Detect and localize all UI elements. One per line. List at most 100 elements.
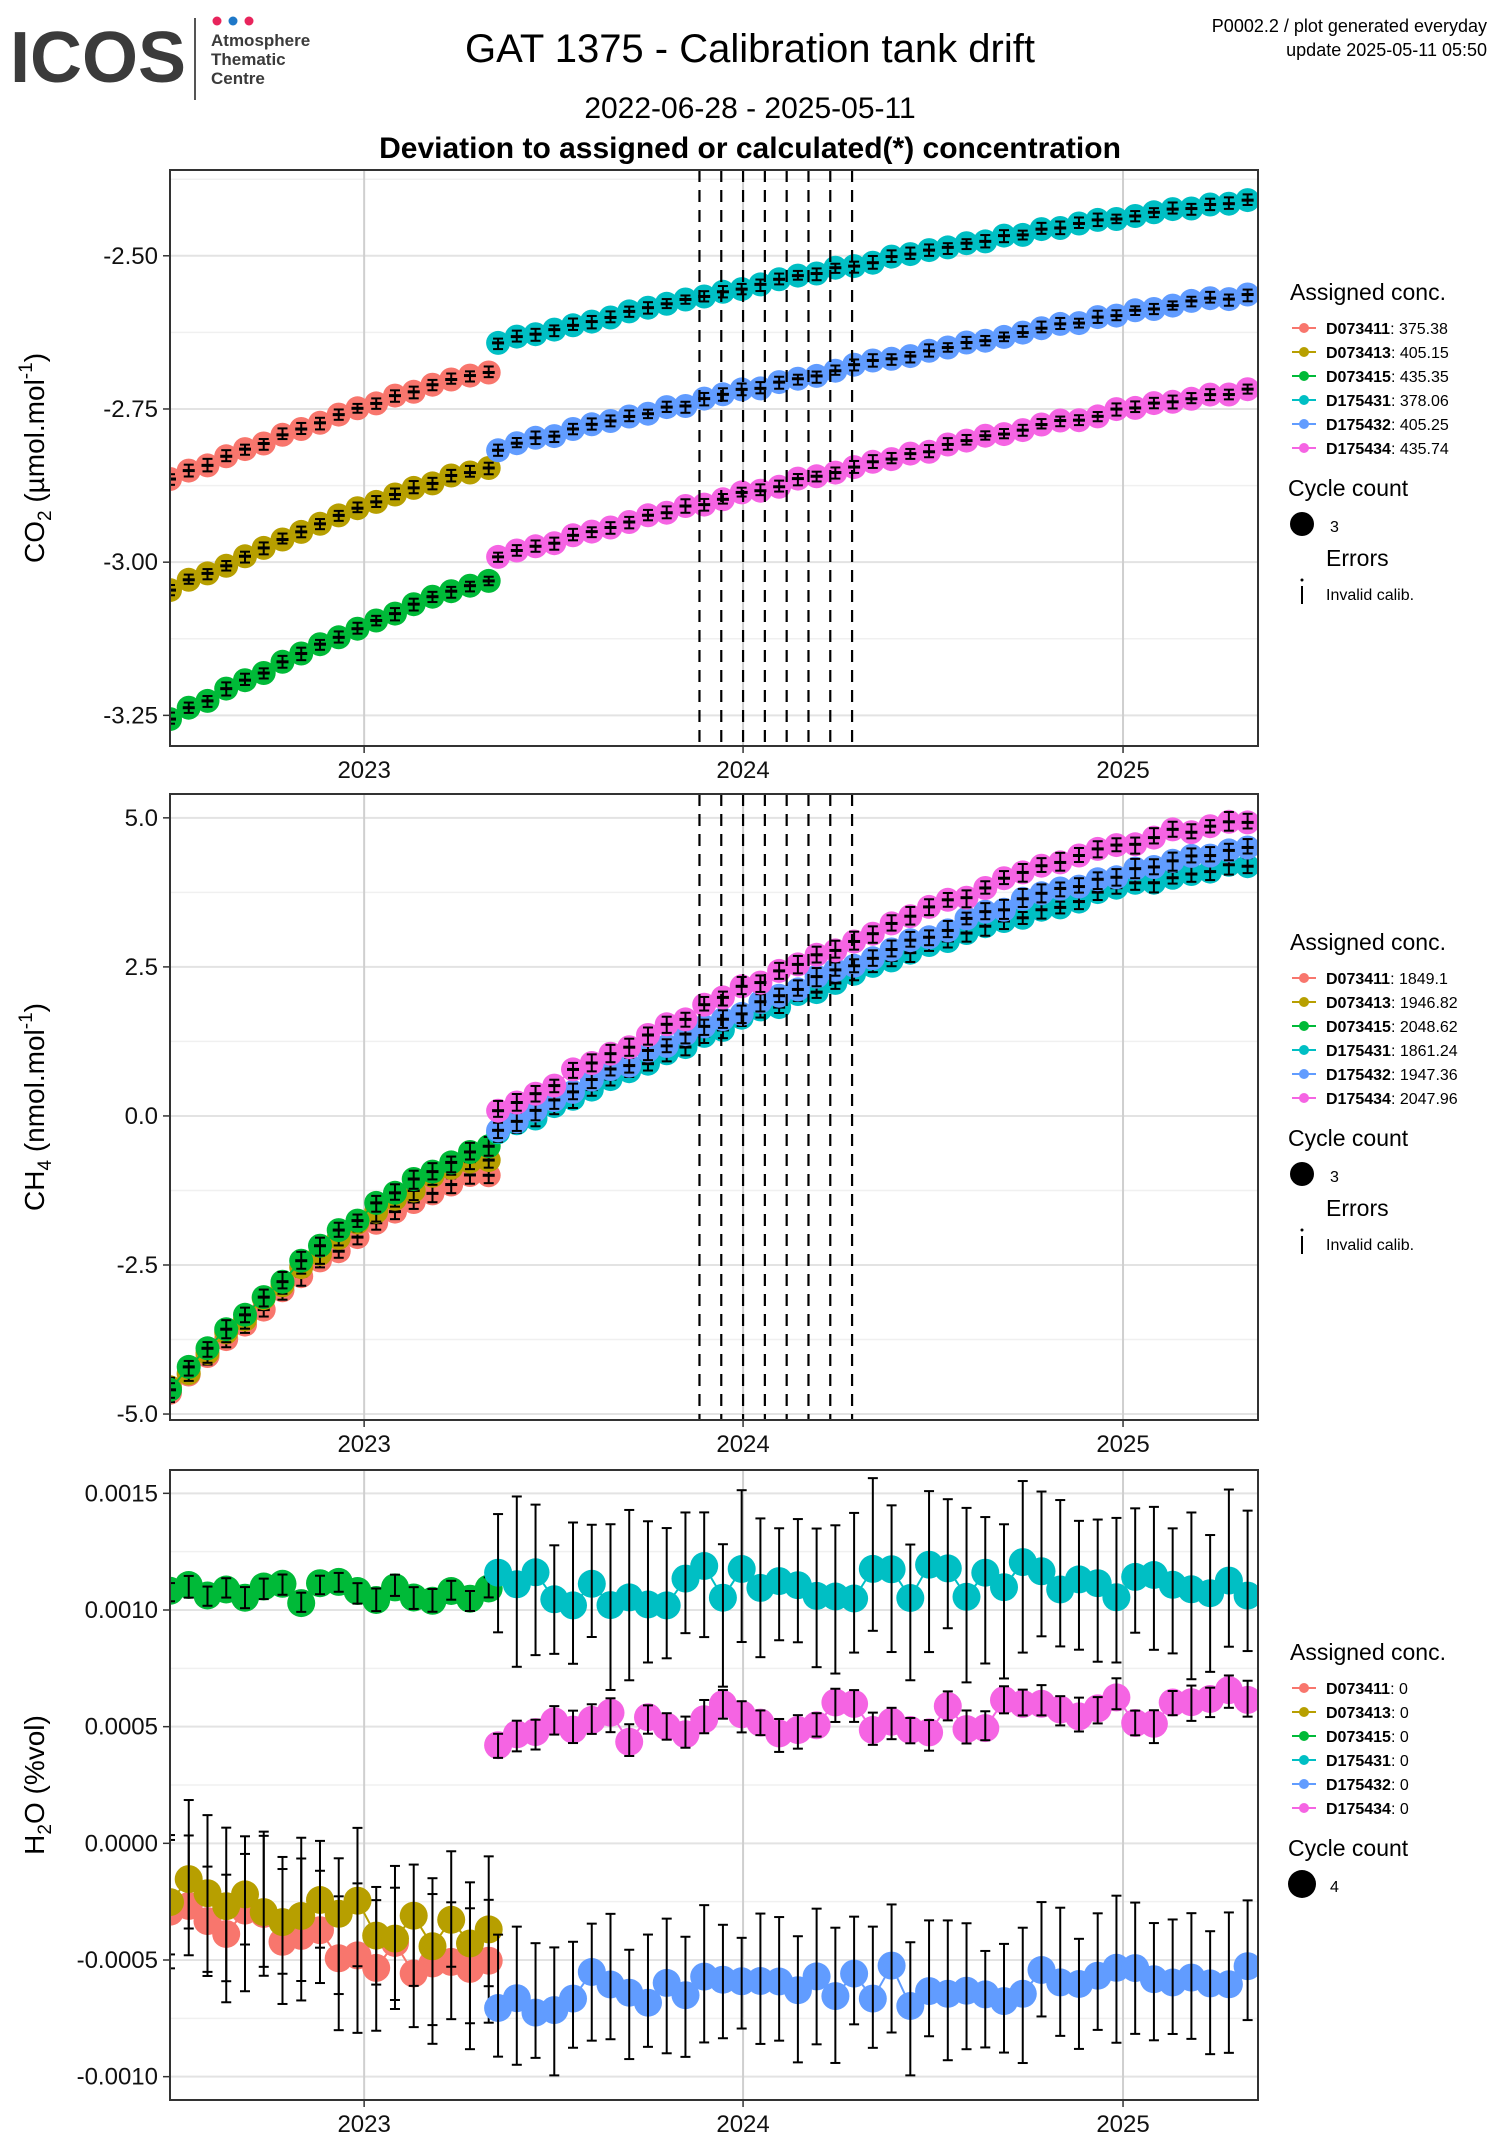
logo-sub-line3: Centre bbox=[211, 69, 265, 88]
legend-entry: D175434: 435.74 bbox=[1326, 441, 1449, 458]
y-tick-label: 0.0005 bbox=[85, 1714, 158, 1741]
y-tick-label: -2.5 bbox=[117, 1252, 158, 1279]
legend-entry-value: : 1849.1 bbox=[1390, 971, 1448, 988]
logo-dot-icon bbox=[228, 16, 238, 26]
legend-entry-id: D175434 bbox=[1326, 1801, 1391, 1818]
legend-entry: D175432: 1947.36 bbox=[1326, 1067, 1458, 1084]
y-axis-title-sup: -1 bbox=[16, 362, 37, 379]
x-tick-label: 2024 bbox=[716, 1431, 769, 1458]
legend-entry-id: D175432 bbox=[1326, 1777, 1391, 1794]
legend-errors-value: Invalid calib. bbox=[1326, 1237, 1414, 1254]
legend-entry: D073411: 375.38 bbox=[1326, 321, 1448, 338]
y-tick-label: -3.00 bbox=[103, 549, 158, 576]
logo-dot-icon bbox=[244, 16, 254, 26]
legend-key-dot bbox=[1299, 1803, 1309, 1813]
y-axis-title-unit: O (%vol) bbox=[19, 1715, 50, 1824]
legend-cycle-value: 3 bbox=[1330, 519, 1339, 536]
legend-entry: D175432: 405.25 bbox=[1326, 417, 1449, 434]
series-D175434 bbox=[486, 809, 1258, 1123]
y-axis-title-close: ) bbox=[19, 1003, 50, 1012]
legend-title: Assigned conc. bbox=[1290, 1639, 1446, 1665]
legend-entry: D175434: 2047.96 bbox=[1326, 1091, 1458, 1108]
legend-entry: D073415: 0 bbox=[1326, 1729, 1409, 1746]
panel-co2: -2.50 -2.75 -3.00 -3.25 2023 2024 2025 CO2 (µmo… bbox=[16, 169, 1449, 784]
legend-key-dot bbox=[1299, 1779, 1309, 1789]
legend-entry-id: D073415 bbox=[1326, 369, 1391, 386]
series-D175432 bbox=[484, 1894, 1258, 2077]
legend-cycle-title: Cycle count bbox=[1288, 1835, 1409, 1861]
x-tick-label: 2024 bbox=[716, 757, 769, 784]
y-axis-title-sub: 2 bbox=[35, 510, 56, 521]
legend-entry-value: : 405.15 bbox=[1391, 345, 1449, 362]
y-tick-label: -5.0 bbox=[117, 1401, 158, 1428]
legend-cycle-dot bbox=[1288, 1870, 1316, 1898]
y-tick-label: 0.0010 bbox=[85, 1597, 158, 1624]
meta-line2: update 2025-05-11 05:50 bbox=[1286, 40, 1487, 60]
legend-entry: D073415: 2048.62 bbox=[1326, 1019, 1458, 1036]
logo-sub-line1: Atmosphere bbox=[211, 31, 310, 50]
y-tick-label: -0.0010 bbox=[77, 2064, 158, 2091]
y-axis-title-main: CH bbox=[19, 1171, 50, 1211]
series-D073411 bbox=[170, 360, 501, 491]
legend-entry-id: D073413 bbox=[1326, 345, 1391, 362]
y-axis-title-main: CO bbox=[19, 521, 50, 563]
data-layer bbox=[170, 809, 1258, 1405]
series-D175431 bbox=[484, 1477, 1258, 1691]
legend-key-dot bbox=[1299, 1731, 1309, 1741]
legend-entry-id: D175431 bbox=[1326, 1043, 1391, 1060]
legend-cycle-title: Cycle count bbox=[1288, 475, 1409, 501]
data-point bbox=[1233, 1952, 1258, 1981]
legend-entry-id: D073411 bbox=[1326, 321, 1390, 338]
y-axis-title-sub: 4 bbox=[35, 1160, 56, 1171]
legend-entry-value: : 375.38 bbox=[1390, 321, 1448, 338]
legend-key-dot bbox=[1299, 1683, 1309, 1693]
series-D073415 bbox=[170, 1567, 503, 1618]
series-D073413 bbox=[170, 456, 501, 603]
data-point bbox=[1233, 1685, 1258, 1714]
panel-h2o: 0.0015 0.0010 0.0005 0.0000 -0.0005 -0.0010 20… bbox=[19, 1469, 1446, 2138]
meta-line1: P0002.2 / plot generated everyday bbox=[1212, 16, 1487, 36]
x-tick-label: 2025 bbox=[1096, 2111, 1149, 2138]
data-point bbox=[170, 1888, 184, 1917]
legend-entry: D175434: 0 bbox=[1326, 1801, 1409, 1818]
y-tick-label: -0.0005 bbox=[77, 1947, 158, 1974]
legend-key-dot bbox=[1299, 973, 1309, 983]
y-axis-title-unit: (µmol.mol bbox=[19, 379, 50, 510]
y-axis-title: CO2 (µmol.mol-1) bbox=[16, 353, 56, 563]
legend-entry-id: D073413 bbox=[1326, 1705, 1391, 1722]
y-tick-label: 0.0 bbox=[125, 1103, 158, 1130]
legend-cycle-dot bbox=[1290, 1162, 1314, 1186]
y-tick-label: -3.25 bbox=[103, 702, 158, 729]
x-tick-label: 2024 bbox=[716, 2111, 769, 2138]
legend-entry: D175431: 1861.24 bbox=[1326, 1043, 1458, 1060]
x-tick-label: 2025 bbox=[1096, 1431, 1149, 1458]
legend-key-dot bbox=[1299, 443, 1309, 453]
legend-entry: D073411: 0 bbox=[1326, 1681, 1408, 1698]
legend-key-dot bbox=[1299, 1021, 1309, 1031]
legend-entry-value: : 435.74 bbox=[1391, 441, 1449, 458]
y-tick-label: -2.50 bbox=[103, 243, 158, 270]
legend-cycle-value: 4 bbox=[1330, 1879, 1339, 1896]
legend-entry: D073413: 0 bbox=[1326, 1705, 1409, 1722]
legend-cycle-dot bbox=[1290, 512, 1314, 536]
legend-entry-value: : 435.35 bbox=[1391, 369, 1449, 386]
legend-entry-id: D073415 bbox=[1326, 1729, 1391, 1746]
legend-entry: D073411: 1849.1 bbox=[1326, 971, 1448, 988]
legend-entry-id: D175432 bbox=[1326, 417, 1391, 434]
series-D073415 bbox=[170, 1134, 501, 1402]
legend-entry: D073415: 435.35 bbox=[1326, 369, 1449, 386]
y-tick-label: 0.0015 bbox=[85, 1480, 158, 1507]
y-axis-title-sup: -1 bbox=[16, 1012, 37, 1029]
legend-entry-value: : 0 bbox=[1391, 1705, 1409, 1722]
legend-entry-value: : 0 bbox=[1391, 1777, 1409, 1794]
legend-entry-value: : 1947.36 bbox=[1391, 1067, 1458, 1084]
legend-entry-value: : 378.06 bbox=[1391, 393, 1449, 410]
x-tick-label: 2023 bbox=[337, 2111, 390, 2138]
y-axis-title-sub: 2 bbox=[35, 1824, 56, 1835]
legend-entry-id: D073411 bbox=[1326, 1681, 1390, 1698]
legend-entry: D175431: 378.06 bbox=[1326, 393, 1449, 410]
legend-entry: D073413: 405.15 bbox=[1326, 345, 1449, 362]
